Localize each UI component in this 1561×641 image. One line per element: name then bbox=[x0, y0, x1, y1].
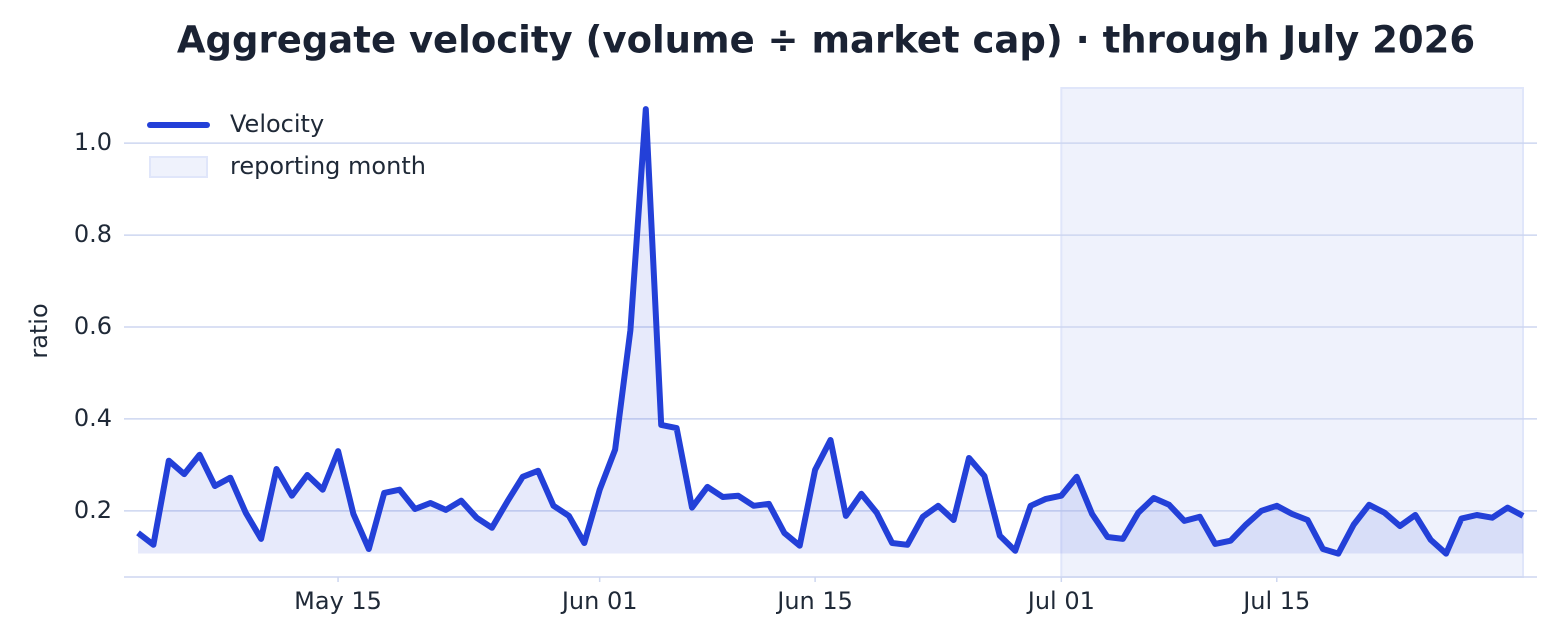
chart-title: Aggregate velocity (volume ÷ market cap)… bbox=[177, 19, 1475, 62]
y-tick-label: 0.4 bbox=[74, 404, 112, 432]
y-tick-label: 1.0 bbox=[74, 128, 112, 156]
x-tick-label: Jun 15 bbox=[775, 587, 853, 615]
x-tick-label: Jul 15 bbox=[1241, 587, 1310, 615]
series-area bbox=[138, 109, 1523, 554]
x-tick-label: Jul 01 bbox=[1026, 587, 1095, 615]
series-line bbox=[136, 106, 1525, 557]
legend-label: reporting month bbox=[230, 152, 426, 180]
y-tick-label: 0.2 bbox=[74, 496, 112, 524]
legend-swatch bbox=[149, 156, 208, 178]
y-axis-label: ratio bbox=[25, 303, 53, 358]
legend-label: Velocity bbox=[230, 110, 324, 138]
x-tick-label: Jun 01 bbox=[560, 587, 638, 615]
highlight-band bbox=[1060, 87, 1525, 578]
x-tick-label: May 15 bbox=[294, 587, 382, 615]
y-tick-label: 0.6 bbox=[74, 312, 112, 340]
y-tick-label: 0.8 bbox=[74, 220, 112, 248]
